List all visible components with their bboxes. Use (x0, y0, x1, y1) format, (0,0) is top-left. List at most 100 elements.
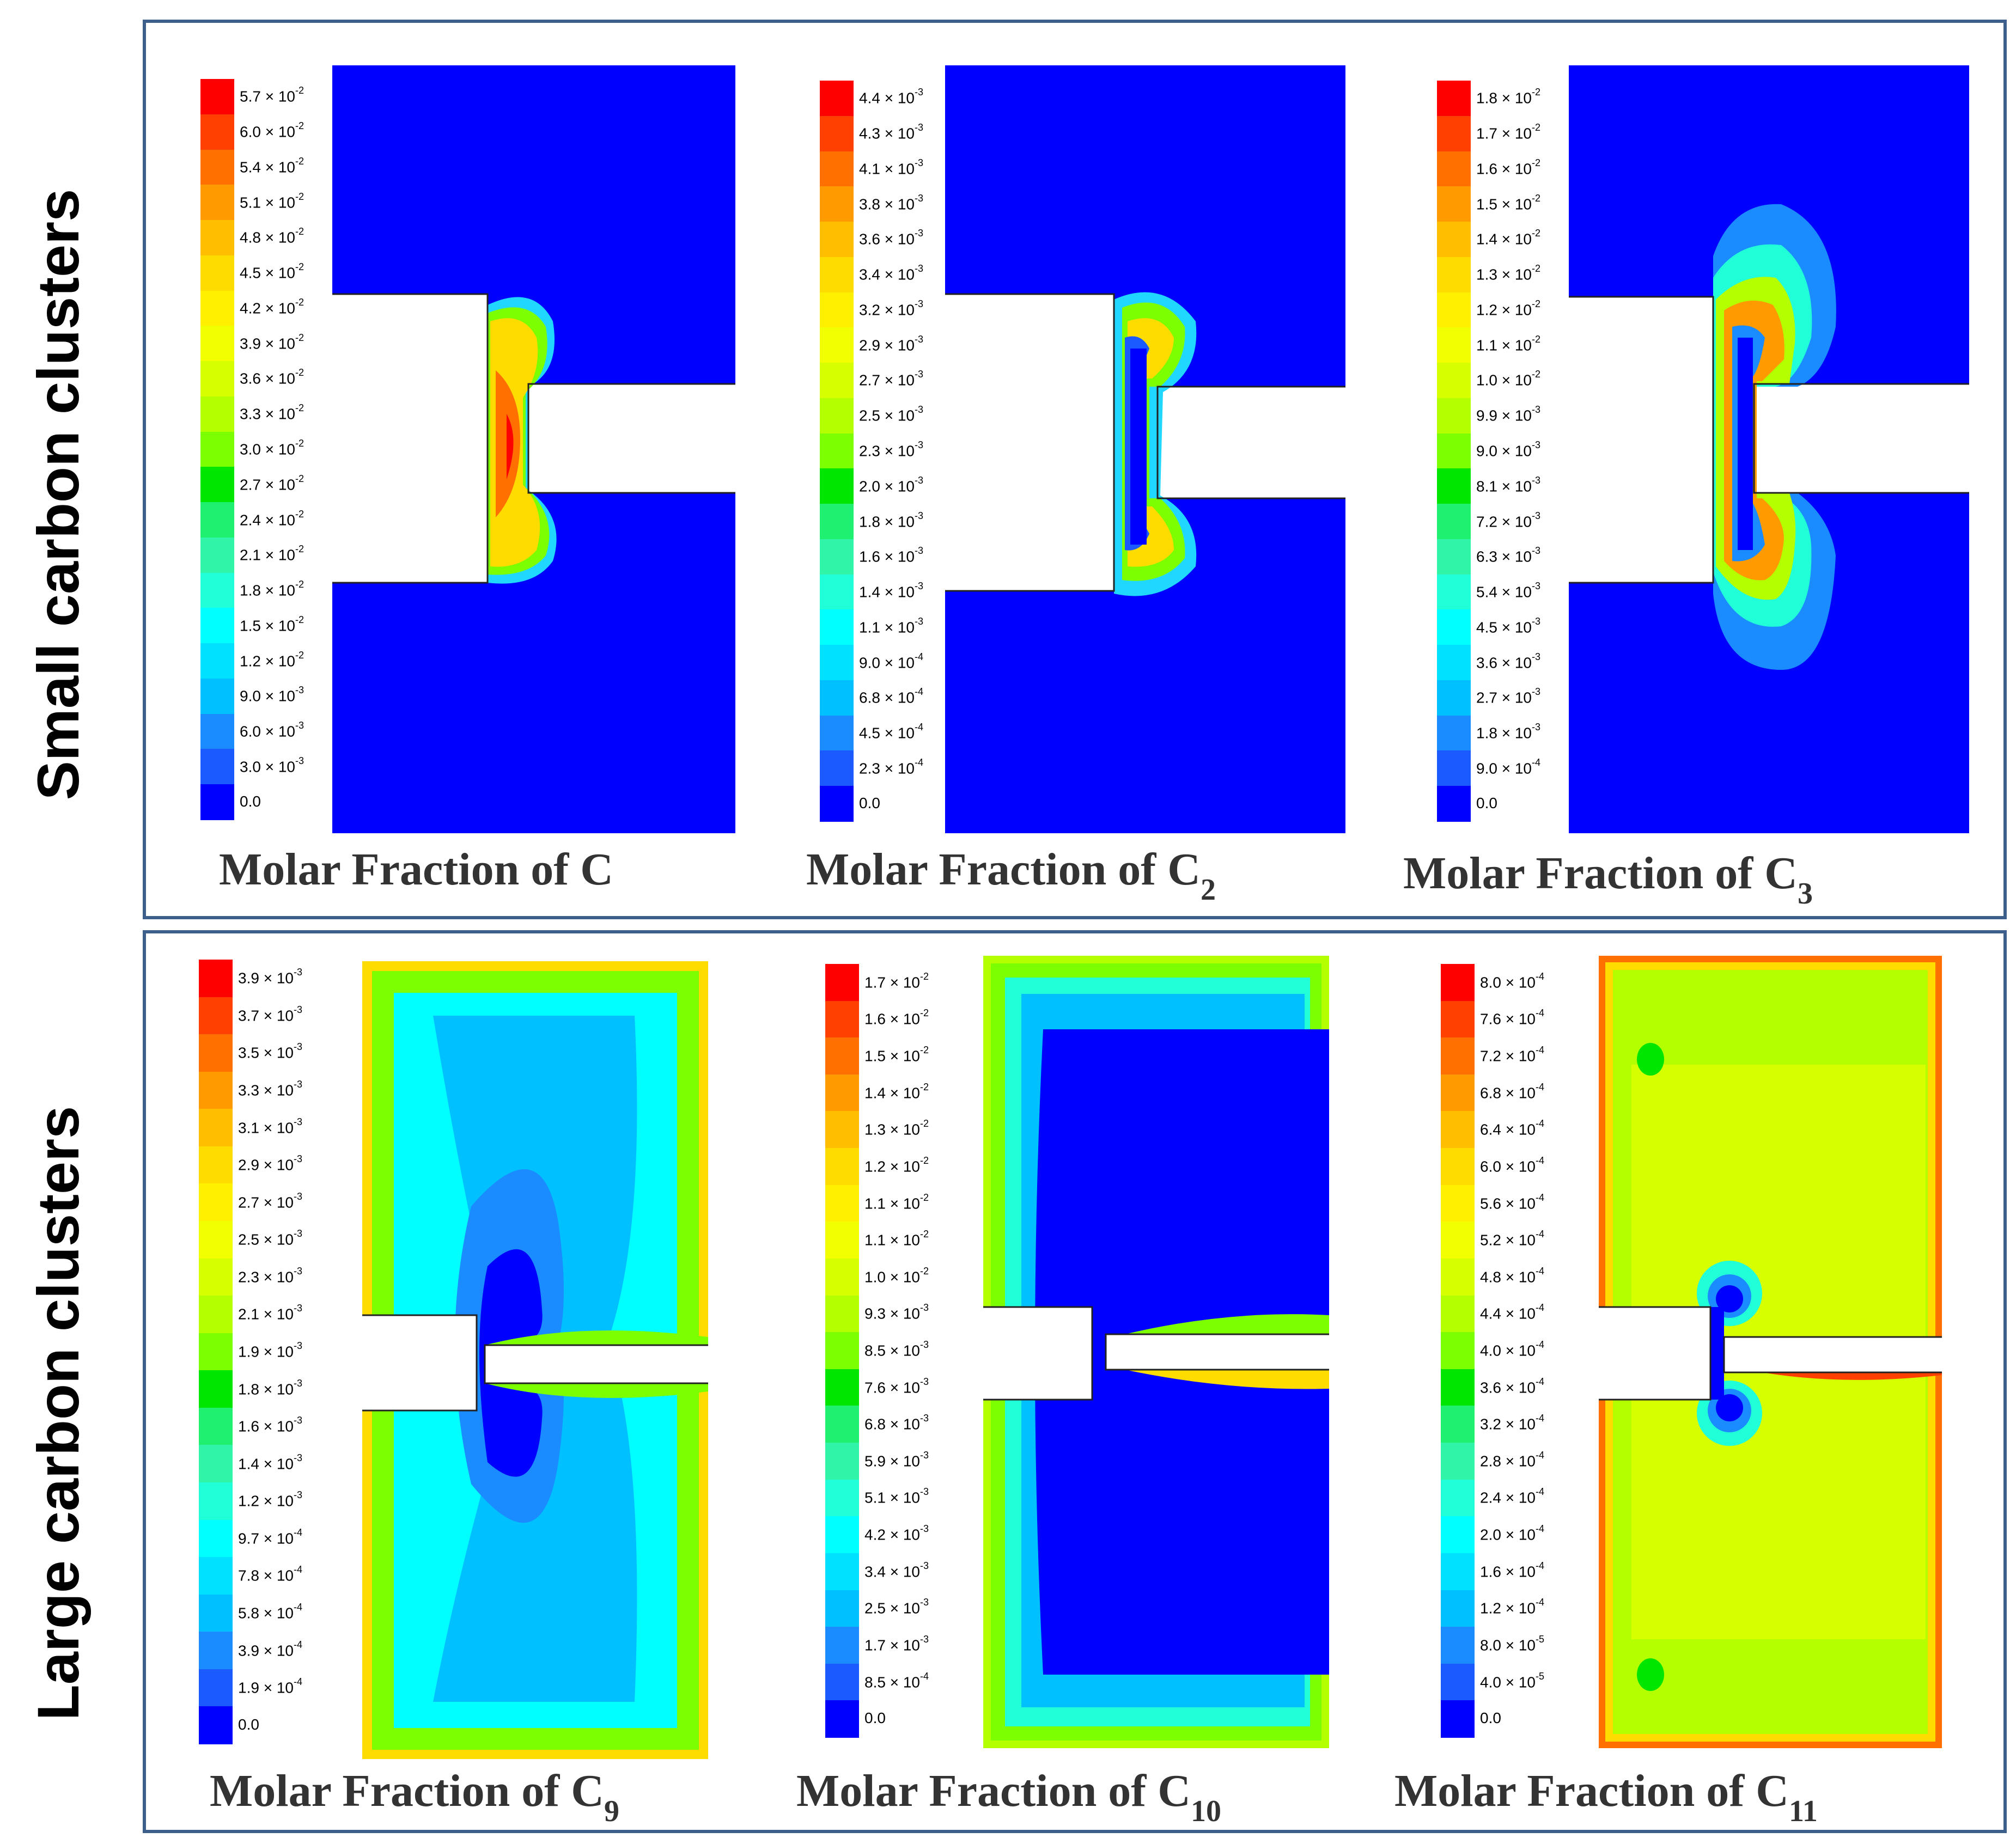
colorbar-segment (199, 1370, 233, 1408)
colorbar-tick-label: 9.0 × 10-4 (859, 651, 923, 671)
colorbar-tick-label: 2.7 × 10-2 (240, 473, 304, 493)
colorbar-segment (200, 79, 234, 115)
colorbar-segment (1437, 433, 1471, 469)
colorbar-tick-label: 4.3 × 10-3 (859, 122, 923, 142)
colorbar-segment (1441, 1074, 1475, 1112)
colorbar-segment (820, 433, 854, 469)
colorbar-tick-label: 2.5 × 10-3 (859, 404, 923, 424)
colorbar-segment (825, 1295, 859, 1333)
colorbar-segment (1437, 750, 1471, 787)
colorbar-tick-label: 6.0 × 10-2 (240, 120, 304, 141)
colorbar-segment (200, 185, 234, 221)
colorbar-c2: 4.4 × 10-3 4.3 × 10-3 4.1 × 10-3 3.8 × 10-3… (820, 81, 1038, 822)
colorbar-tick-label: 1.6 × 10-3 (238, 1415, 302, 1435)
colorbar-segment (1441, 1222, 1475, 1259)
colorbar-segment (199, 1109, 233, 1147)
colorbar-segment (825, 1590, 859, 1628)
colorbar-segment (1441, 964, 1475, 1002)
colorbar-tick-label: 1.5 × 10-2 (240, 614, 304, 634)
colorbar-tick-label: 8.0 × 10-4 (1480, 970, 1544, 991)
colorbar-tick-label: 2.3 × 10-4 (859, 756, 923, 777)
colorbar-segment (1437, 680, 1471, 716)
colorbar-segment (825, 1074, 859, 1112)
colorbar-tick-label: 4.2 × 10-3 (864, 1523, 929, 1543)
contour-plot-c (332, 65, 735, 833)
colorbar-tick-label: 3.5 × 10-3 (238, 1041, 302, 1061)
colorbar-tick-label: 9.7 × 10-4 (238, 1527, 302, 1547)
colorbar-tick-label: 5.4 × 10-2 (240, 155, 304, 176)
colorbar-segment (1441, 1111, 1475, 1149)
colorbar-tick-label: 9.3 × 10-3 (864, 1302, 929, 1322)
group-label-small: Small carbon clusters (25, 188, 91, 801)
colorbar-segment (820, 504, 854, 540)
colorbar-segment (825, 1148, 859, 1186)
colorbar-segment (1441, 1295, 1475, 1333)
colorbar-tick-label: 5.4 × 10-3 (1476, 581, 1540, 601)
contour-plot-c2 (945, 65, 1345, 833)
colorbar-tick-label: 6.3 × 10-3 (1476, 545, 1540, 565)
colorbar-segment (1441, 1369, 1475, 1407)
colorbar-tick-label: 9.0 × 10-3 (240, 685, 304, 705)
colorbar-tick-label: 3.6 × 10-2 (240, 367, 304, 387)
colorbar-segment (200, 784, 234, 820)
colorbar-tick-label: 1.8 × 10-2 (240, 579, 304, 599)
colorbar-segment (1441, 1258, 1475, 1296)
colorbar-tick-label: 1.9 × 10-4 (238, 1676, 302, 1696)
colorbar-tick-label: 3.4 × 10-3 (859, 263, 923, 283)
colorbar-segment (1437, 363, 1471, 399)
colorbar-segment (1437, 715, 1471, 752)
colorbar-tick-label: 6.4 × 10-4 (1480, 1118, 1544, 1138)
colorbar-tick-label: 2.5 × 10-3 (864, 1597, 929, 1617)
colorbar-segment (1441, 1184, 1475, 1223)
colorbar-segment (820, 468, 854, 505)
colorbar-tick-label: 3.4 × 10-3 (864, 1560, 929, 1580)
colorbar-tick-label: 1.4 × 10-3 (859, 581, 923, 601)
colorbar-segment (1437, 257, 1471, 293)
colorbar-tick-label: 2.3 × 10-3 (238, 1265, 302, 1286)
colorbar-tick-label: 2.9 × 10-3 (238, 1153, 302, 1174)
colorbar-segment (1437, 786, 1471, 822)
colorbar-segment (1441, 1000, 1475, 1039)
colorbar-tick-label: 1.2 × 10-2 (1476, 298, 1540, 319)
colorbar-tick-label: 4.0 × 10-5 (1480, 1670, 1544, 1690)
colorbar-tick-label: 4.2 × 10-2 (240, 296, 304, 317)
colorbar-tick-label: 6.8 × 10-4 (859, 686, 923, 706)
colorbar-segment (199, 1071, 233, 1110)
colorbar-segment (825, 1000, 859, 1039)
colorbar-segment (199, 1183, 233, 1222)
colorbar-tick-label: 9.0 × 10-4 (1476, 756, 1540, 777)
colorbar-segment (1437, 645, 1471, 681)
colorbar-tick-label: 0.0 (240, 792, 261, 810)
colorbar-segment (820, 715, 854, 752)
caption-c2: Molar Fraction of C2 (806, 844, 1216, 907)
colorbar-segment (825, 964, 859, 1002)
colorbar-segment (1437, 81, 1471, 117)
colorbar-segment (825, 1222, 859, 1259)
colorbar-tick-label: 3.8 × 10-3 (859, 192, 923, 212)
colorbar-tick-label: 2.1 × 10-2 (240, 544, 304, 564)
colorbar-tick-label: 1.2 × 10-4 (1480, 1597, 1544, 1617)
colorbar-tick-label: 1.3 × 10-2 (864, 1118, 929, 1138)
colorbar-segment (820, 609, 854, 646)
colorbar-tick-label: 1.1 × 10-3 (859, 615, 923, 636)
colorbar-tick-label: 2.8 × 10-4 (1480, 1449, 1544, 1470)
colorbar-segment (820, 398, 854, 434)
colorbar-segment (199, 1557, 233, 1595)
colorbar-segment (200, 537, 234, 573)
colorbar-segment (199, 1519, 233, 1558)
colorbar-tick-label: 7.6 × 10-3 (864, 1376, 929, 1396)
colorbar-segment (825, 1553, 859, 1591)
colorbar-segment (200, 255, 234, 291)
colorbar-tick-label: 0.0 (859, 794, 880, 811)
contour-plot-c11 (1599, 956, 1942, 1748)
colorbar-tick-label: 3.2 × 10-3 (859, 298, 923, 319)
colorbar-tick-label: 3.9 × 10-3 (238, 967, 302, 987)
colorbar-segment (1437, 504, 1471, 540)
colorbar-segment (820, 151, 854, 187)
colorbar-tick-label: 6.8 × 10-4 (1480, 1081, 1544, 1101)
colorbar-tick-label: 2.5 × 10-3 (238, 1228, 302, 1248)
colorbar-tick-label: 1.1 × 10-2 (1476, 333, 1540, 354)
colorbar-c10: 1.7 × 10-2 1.6 × 10-2 1.5 × 10-2 1.4 × 10-2… (825, 964, 1043, 1738)
colorbar-c11: 8.0 × 10-4 7.6 × 10-4 7.2 × 10-4 6.8 × 10-4… (1441, 964, 1659, 1738)
colorbar-tick-label: 1.1 × 10-2 (864, 1192, 929, 1212)
